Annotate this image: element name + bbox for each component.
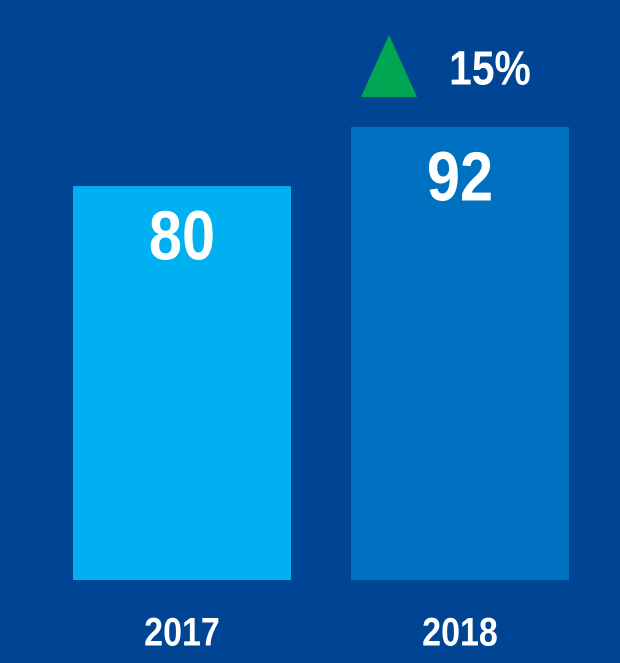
value-label: 92 [427,137,493,216]
value-label: 80 [149,196,215,275]
bar [73,186,291,580]
x-tick-label: 2018 [422,609,498,654]
bar [351,127,569,580]
x-tick-label: 2017 [144,609,220,654]
annotation: 15% [449,43,531,96]
increase-arrow [361,35,417,97]
